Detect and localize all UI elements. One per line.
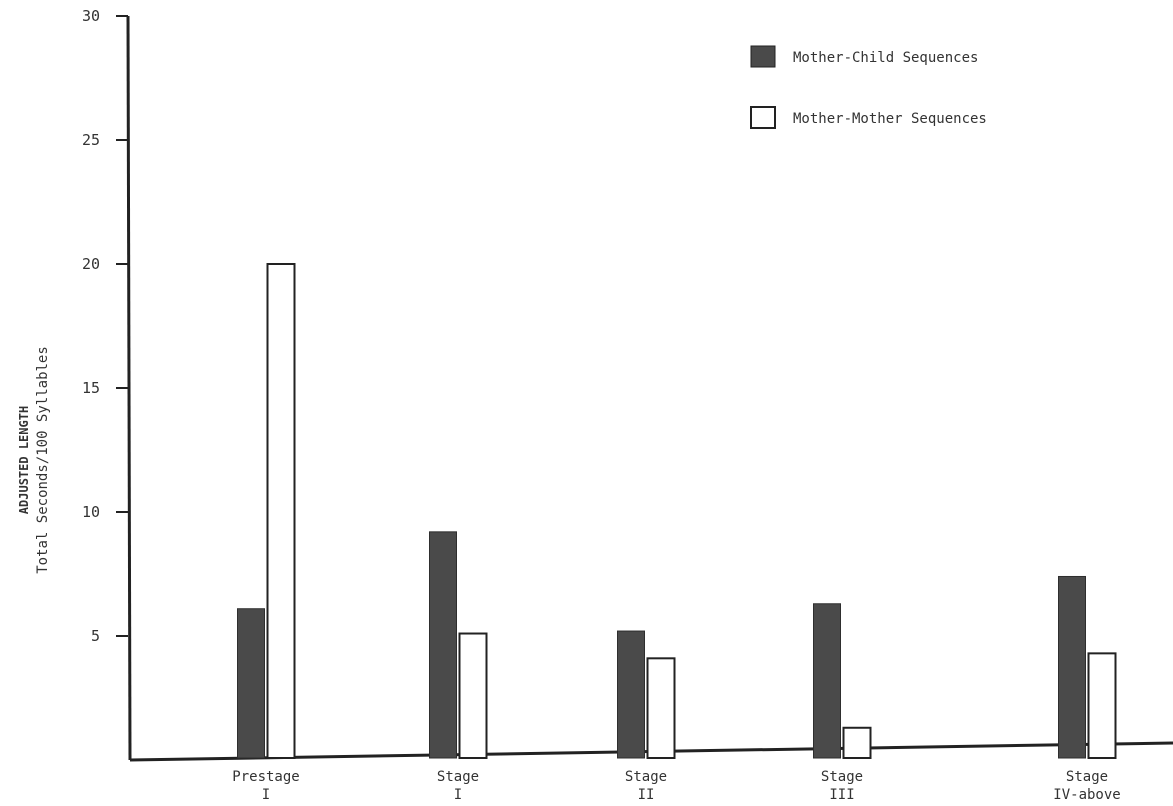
y-axis-line: [126, 15, 132, 761]
chart-bars: [237, 263, 1117, 760]
y-axis-label-group: ADJUSTED LENGTH Total Seconds/100 Syllabl…: [17, 346, 51, 574]
chart-legend: Mother-Child Sequences Mother-Mother Sequ…: [750, 45, 987, 129]
y-tick-label: 25: [82, 131, 100, 149]
x-tick-label-line1: Stage: [437, 769, 479, 785]
bar-mother-child: [237, 608, 265, 759]
bar-mother-child: [429, 531, 457, 759]
x-tick-label-line2: II: [638, 787, 655, 803]
bar-mother-mother: [842, 726, 872, 760]
y-tick-label: 5: [91, 627, 100, 645]
y-tick-label: 20: [82, 255, 100, 273]
legend-swatch: [750, 106, 776, 129]
legend-label: Mother-Mother Sequences: [793, 111, 987, 127]
legend-label: Mother-Child Sequences: [793, 50, 978, 66]
bar-mother-mother: [266, 263, 296, 759]
y-tick-label: 15: [82, 379, 100, 397]
y-tick-label: 30: [82, 7, 100, 25]
legend-swatch: [750, 45, 776, 68]
bar-mother-child: [1058, 575, 1086, 759]
bar-mother-mother: [1087, 652, 1117, 759]
x-tick-label-line2: I: [262, 787, 270, 803]
bar-mother-child: [813, 603, 841, 759]
x-tick-label-line1: Stage: [1066, 769, 1108, 785]
y-ticks: 5 10 15 20 25 30: [82, 7, 128, 645]
bar-mother-mother: [458, 632, 488, 760]
bar-mother-child: [617, 630, 645, 759]
x-tick-labels: Prestage I Stage I Stage II Stage III Stage IV-ab…: [232, 769, 1120, 803]
x-tick-label-line1: Prestage: [232, 769, 299, 785]
bar-mother-mother: [646, 657, 676, 760]
x-tick-label-line1: Stage: [625, 769, 667, 785]
y-tick-label: 10: [82, 503, 100, 521]
x-tick-label-line2: IV-above: [1053, 787, 1120, 803]
y-axis-label: ADJUSTED LENGTH Total Seconds/100 Syllabl…: [17, 346, 51, 574]
x-tick-label-line2: III: [829, 787, 854, 803]
x-tick-label-line2: I: [454, 787, 462, 803]
y-axis-label-line1: ADJUSTED LENGTH: [17, 406, 31, 514]
x-tick-label-line1: Stage: [821, 769, 863, 785]
y-axis-label-line2: Total Seconds/100 Syllables: [35, 346, 51, 574]
